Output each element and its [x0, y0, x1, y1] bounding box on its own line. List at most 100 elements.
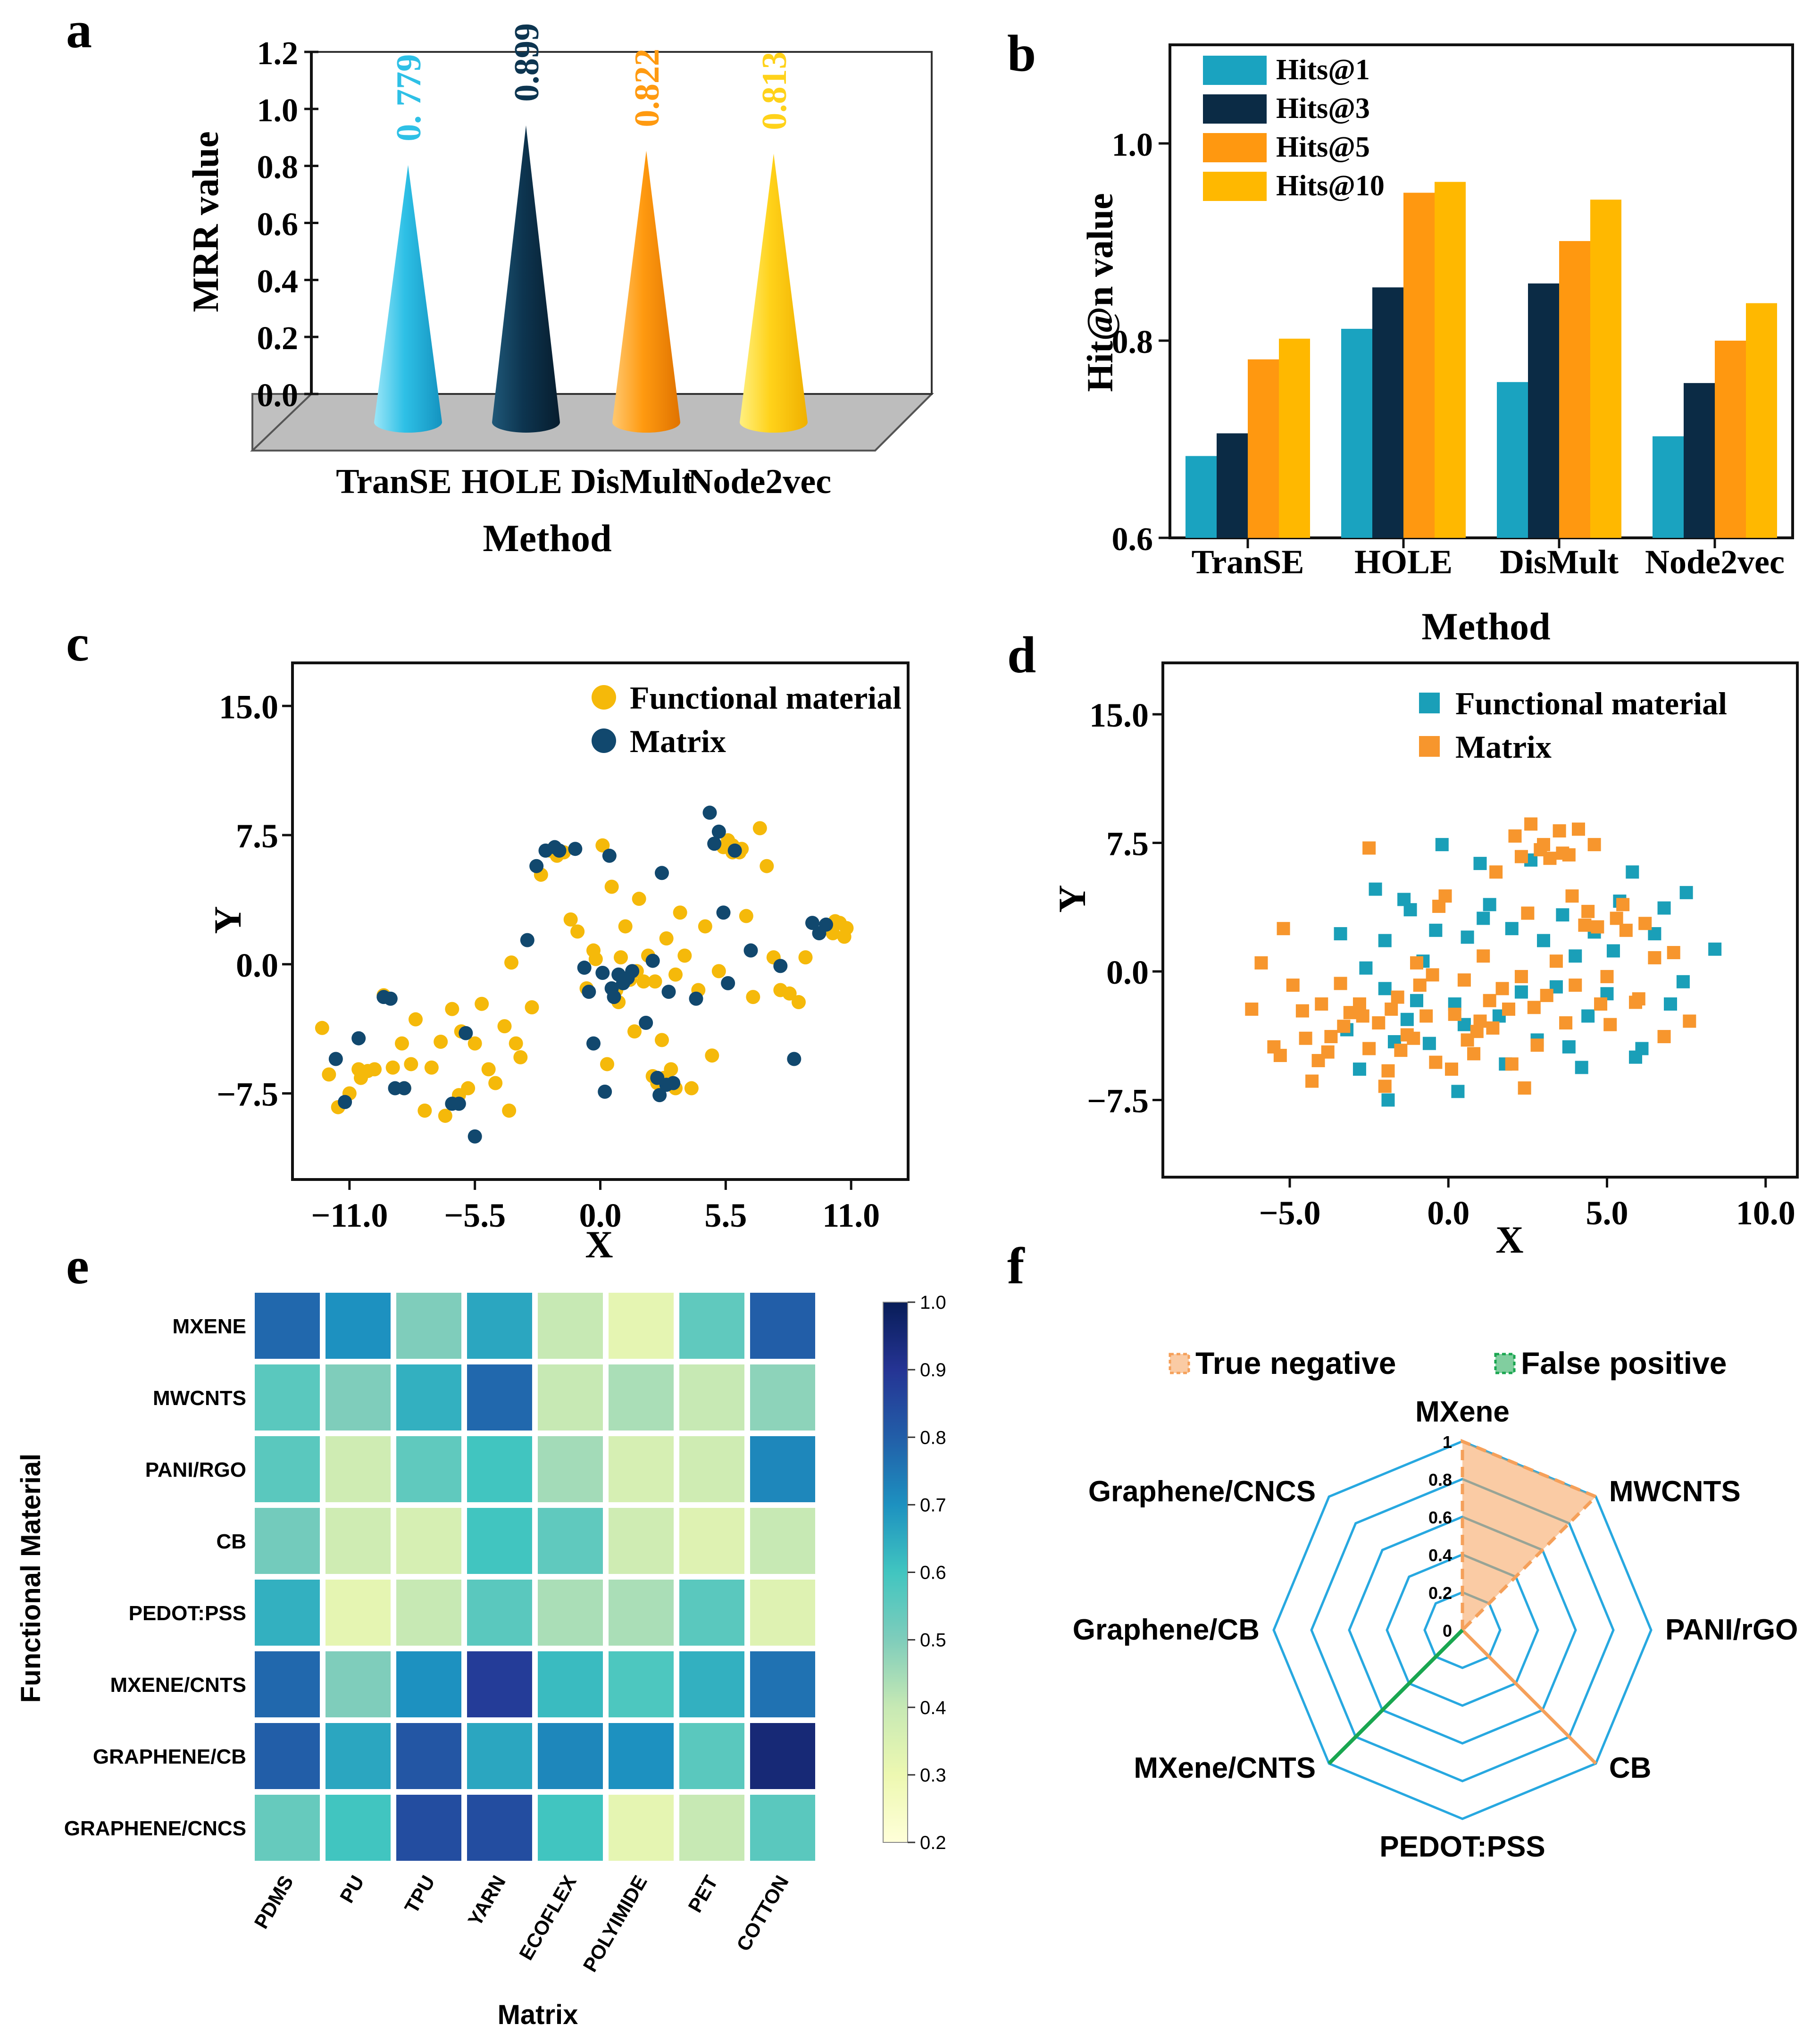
- panel-e-cell: [326, 1580, 391, 1646]
- panel-e-cell: [609, 1795, 674, 1861]
- panel-b-hits-chart: TranSE HOLE DisMult Node2vec 0.6 0.8 1.0 Hit@…: [1079, 43, 1794, 648]
- panel-d-point: [1483, 898, 1496, 912]
- panel-d-point: [1505, 922, 1519, 936]
- panel-d-point: [1540, 988, 1553, 1002]
- panel-b-legend-label: Hits@3: [1276, 92, 1370, 125]
- panel-d-point: [1426, 968, 1439, 982]
- panel-c-point: [328, 1052, 343, 1066]
- panel-c-point: [792, 995, 806, 1010]
- panel-c-point: [655, 866, 669, 880]
- panel-f-false-positive-line: [1327, 1629, 1464, 1765]
- panel-d-point: [1369, 882, 1382, 896]
- panel-e-cell: [255, 1293, 320, 1359]
- panel-d-point: [1299, 1031, 1312, 1045]
- panel-d-point: [1505, 1057, 1519, 1071]
- panel-b-legend-swatch: [1203, 56, 1267, 85]
- panel-c-point: [322, 1067, 336, 1082]
- panel-c-point: [602, 848, 617, 863]
- panel-e-cell: [467, 1364, 532, 1431]
- panel-e-cell: [326, 1795, 391, 1861]
- panel-a-cone-group: 0.813 Node2vec: [688, 51, 831, 501]
- panel-b-bar: [1497, 382, 1528, 538]
- panel-label-f: f: [1007, 1237, 1025, 1295]
- panel-f-legend-label: False positive: [1521, 1346, 1727, 1380]
- panel-d-point: [1553, 824, 1566, 838]
- panel-d-point: [1305, 1074, 1319, 1088]
- panel-c-point: [702, 805, 717, 820]
- panel-d-ytick-label: 7.5: [1106, 825, 1149, 863]
- panel-e-row-label: MXENE: [173, 1315, 246, 1338]
- panel-d-point: [1667, 946, 1680, 960]
- panel-e-cell: [750, 1795, 815, 1861]
- panel-d-point: [1391, 990, 1404, 1004]
- panel-c-xtick-label: 0.0: [579, 1196, 622, 1234]
- panel-c-legend-marker: [592, 685, 616, 710]
- panel-e-cell: [467, 1508, 532, 1574]
- panel-b-bar: [1590, 200, 1621, 538]
- panel-d-point: [1676, 975, 1690, 988]
- panel-e-row-label: MWCNTS: [153, 1387, 246, 1410]
- panel-b-ytick-label: 0.6: [1112, 521, 1153, 558]
- panel-c-point: [497, 1019, 512, 1034]
- panel-c-point: [652, 1088, 667, 1103]
- panel-e-row-label: PANI/RGO: [145, 1458, 246, 1481]
- panel-c-point: [743, 943, 758, 958]
- panel-d-point: [1708, 942, 1722, 956]
- panel-d-point: [1337, 1020, 1351, 1033]
- panel-b-legend-label: Hits@1: [1276, 54, 1370, 86]
- panel-b-bar: [1715, 341, 1746, 538]
- panel-c-point: [600, 1057, 614, 1071]
- panel-e-cell: [750, 1723, 815, 1789]
- panel-d-point: [1378, 934, 1392, 947]
- panel-d-point: [1467, 1047, 1481, 1061]
- panel-c-point: [338, 1095, 352, 1109]
- panel-d-point: [1356, 1009, 1369, 1023]
- panel-c-point: [354, 1071, 368, 1085]
- panel-c-point: [661, 985, 676, 999]
- panel-d-point: [1581, 904, 1595, 918]
- panel-c-point: [648, 974, 662, 989]
- panel-c-point: [837, 929, 852, 944]
- panel-c-point: [395, 1036, 409, 1051]
- panel-e-cell: [609, 1364, 674, 1431]
- panel-c-point: [625, 964, 640, 979]
- panel-f-axis-label: Graphene/CNCS: [1088, 1475, 1316, 1508]
- panel-c-point: [595, 966, 610, 980]
- panel-d-point: [1537, 838, 1550, 852]
- panel-c-ytick-label: 15.0: [219, 688, 278, 726]
- panel-d-point: [1508, 829, 1522, 843]
- panel-d-point: [1514, 985, 1528, 999]
- panel-e-cell: [255, 1723, 320, 1789]
- panel-c-point: [673, 905, 687, 920]
- panel-c-point: [627, 1024, 642, 1039]
- panel-c-point: [604, 879, 619, 894]
- panel-d-point: [1514, 970, 1528, 983]
- panel-d-xtick-label: 10.0: [1736, 1194, 1795, 1232]
- panel-c-point: [588, 952, 603, 966]
- panel-e-colorbar-label: 1.0: [920, 1292, 946, 1313]
- panel-e-heatmap: MXENE MWCNTS PANI/RGO CB PEDOT:PSS MXENE/CNTS…: [16, 1292, 946, 2030]
- panel-c-point: [782, 986, 797, 1001]
- panel-c-point: [727, 843, 742, 858]
- panel-c-xtick-label: −5.5: [444, 1196, 506, 1234]
- panel-f-axis-label: CB: [1609, 1752, 1652, 1784]
- panel-e-x-label: Matrix: [498, 2000, 578, 2030]
- panel-f-axis-label: MWCNTS: [1609, 1475, 1741, 1508]
- panel-e-cell: [326, 1508, 391, 1574]
- panel-e-cell: [255, 1795, 320, 1861]
- panel-e-cell: [679, 1651, 744, 1717]
- panel-d-point: [1679, 886, 1693, 899]
- panel-c-point: [525, 1000, 539, 1014]
- panel-f-legend-label: True negative: [1195, 1346, 1396, 1380]
- panel-e-cell: [396, 1508, 461, 1574]
- panel-c-point: [468, 1129, 482, 1144]
- panel-e-cell: [609, 1651, 674, 1717]
- panel-c-point: [397, 1081, 411, 1096]
- panel-e-cell: [467, 1651, 532, 1717]
- panel-d-point: [1664, 997, 1677, 1011]
- panel-d-point: [1594, 997, 1608, 1011]
- panel-d-point: [1311, 1054, 1325, 1067]
- panel-f-true-negative-fill: [1462, 1441, 1596, 1630]
- panel-a-ytick-label: 1.0: [257, 92, 299, 129]
- panel-label-c: c: [66, 614, 89, 672]
